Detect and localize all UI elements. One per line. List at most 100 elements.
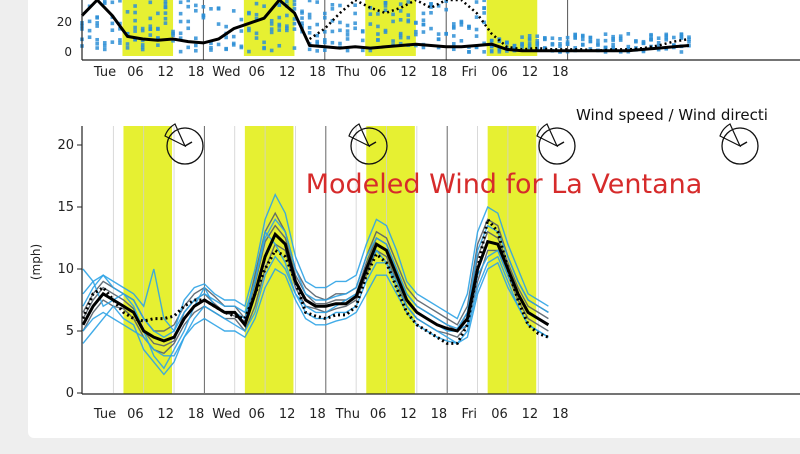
scatter-point: [231, 9, 236, 13]
scatter-point: [140, 45, 145, 50]
scatter-point: [489, 38, 494, 43]
x-tick-label: 12: [400, 407, 417, 422]
mean-series-line: [81, 231, 550, 343]
scatter-point: [474, 15, 479, 19]
scatter-point: [338, 28, 342, 33]
scatter-point: [398, 41, 403, 46]
scatter-point: [345, 23, 350, 28]
scatter-point: [269, 30, 274, 35]
scatter-point: [110, 0, 115, 5]
scatter-point: [148, 27, 153, 31]
scatter-point: [497, 49, 502, 54]
scatter-point: [216, 22, 221, 26]
ensemble-member-line: [82, 261, 549, 357]
scatter-point: [102, 43, 107, 48]
scatter-point: [148, 24, 153, 29]
scatter-point: [307, 15, 312, 20]
x-tick-label: 18: [431, 407, 448, 422]
scatter-point: [444, 0, 448, 3]
x-tick-label: 06: [491, 407, 508, 422]
scatter-point: [398, 35, 403, 40]
scatter-point: [262, 40, 266, 45]
scatter-point: [95, 37, 99, 42]
scatter-point: [125, 10, 130, 14]
scatter-point: [505, 40, 509, 45]
scatter-point: [603, 32, 608, 36]
ensemble-member-line: [82, 192, 549, 333]
scatter-point: [95, 15, 99, 19]
scatter-point: [338, 3, 342, 8]
scatter-point: [482, 20, 486, 25]
scatter-point: [391, 19, 395, 24]
x-tick-label: 18: [309, 407, 326, 422]
scatter-point: [376, 24, 380, 29]
scatter-point: [224, 24, 228, 29]
scatter-point: [596, 43, 600, 47]
scatter-point: [254, 12, 259, 17]
x-tick-label: Thu: [335, 407, 360, 422]
scatter-point: [383, 28, 388, 33]
scatter-point: [292, 46, 297, 50]
scatter-point: [118, 27, 122, 31]
scatter-point: [118, 38, 122, 42]
scatter-point: [345, 37, 350, 41]
wind-direction-rose: [536, 123, 576, 165]
scatter-point: [429, 10, 433, 15]
scatter-point: [292, 2, 297, 7]
scatter-point: [611, 38, 615, 43]
scatter-point: [641, 39, 646, 44]
mean-solid-line: [80, 0, 690, 53]
scatter-point: [292, 21, 297, 26]
scatter-point: [482, 50, 486, 54]
scatter-point: [429, 5, 433, 9]
scatter-point: [140, 43, 145, 47]
scatter-point: [391, 12, 395, 17]
scatter-point: [656, 44, 661, 48]
scatter-point: [323, 29, 327, 34]
scatter-point: [626, 32, 631, 36]
scatter-point: [209, 45, 213, 50]
x-tick-label: 06: [370, 65, 387, 80]
scatter-point: [398, 33, 403, 38]
scatter-point: [565, 35, 570, 40]
scatter-point: [406, 18, 411, 23]
scatter-point: [87, 28, 92, 33]
scatter-point: [383, 4, 388, 8]
scatter-point: [459, 38, 464, 43]
scatter-point: [679, 50, 684, 54]
x-tick-label: 12: [157, 407, 174, 422]
scatter-point: [247, 28, 251, 33]
scatter-point: [118, 41, 122, 45]
scatter-point: [421, 30, 426, 34]
scatter-point: [664, 33, 669, 38]
scatter-point: [383, 8, 388, 13]
x-tick-label: 06: [127, 407, 144, 422]
scatter-point: [421, 22, 426, 27]
scatter-point: [353, 26, 357, 31]
x-tick-label: 06: [370, 407, 387, 422]
scatter-point: [527, 45, 532, 50]
scatter-point: [414, 29, 418, 34]
scatter-point: [285, 0, 289, 4]
scatter-point: [520, 35, 524, 39]
x-tick-label: 12: [522, 407, 539, 422]
scatter-point: [254, 36, 259, 40]
scatter-point: [247, 49, 251, 54]
x-tick-label: 18: [188, 65, 205, 80]
scatter-point: [125, 42, 130, 46]
scatter-point: [285, 13, 289, 18]
scatter-point: [672, 35, 676, 40]
scatter-point: [535, 41, 540, 45]
scatter-point: [451, 22, 456, 26]
scatter-point: [194, 36, 198, 41]
scatter-point: [254, 31, 259, 36]
scatter-point: [194, 3, 198, 8]
y-tick-label: 20: [57, 138, 74, 153]
scatter-point: [307, 47, 312, 52]
scatter-point: [687, 37, 691, 41]
wind-direction-rose: [164, 123, 204, 165]
scatter-point: [436, 37, 441, 42]
scatter-point: [520, 44, 524, 49]
scatter-point: [376, 38, 380, 42]
scatter-point: [315, 49, 320, 53]
